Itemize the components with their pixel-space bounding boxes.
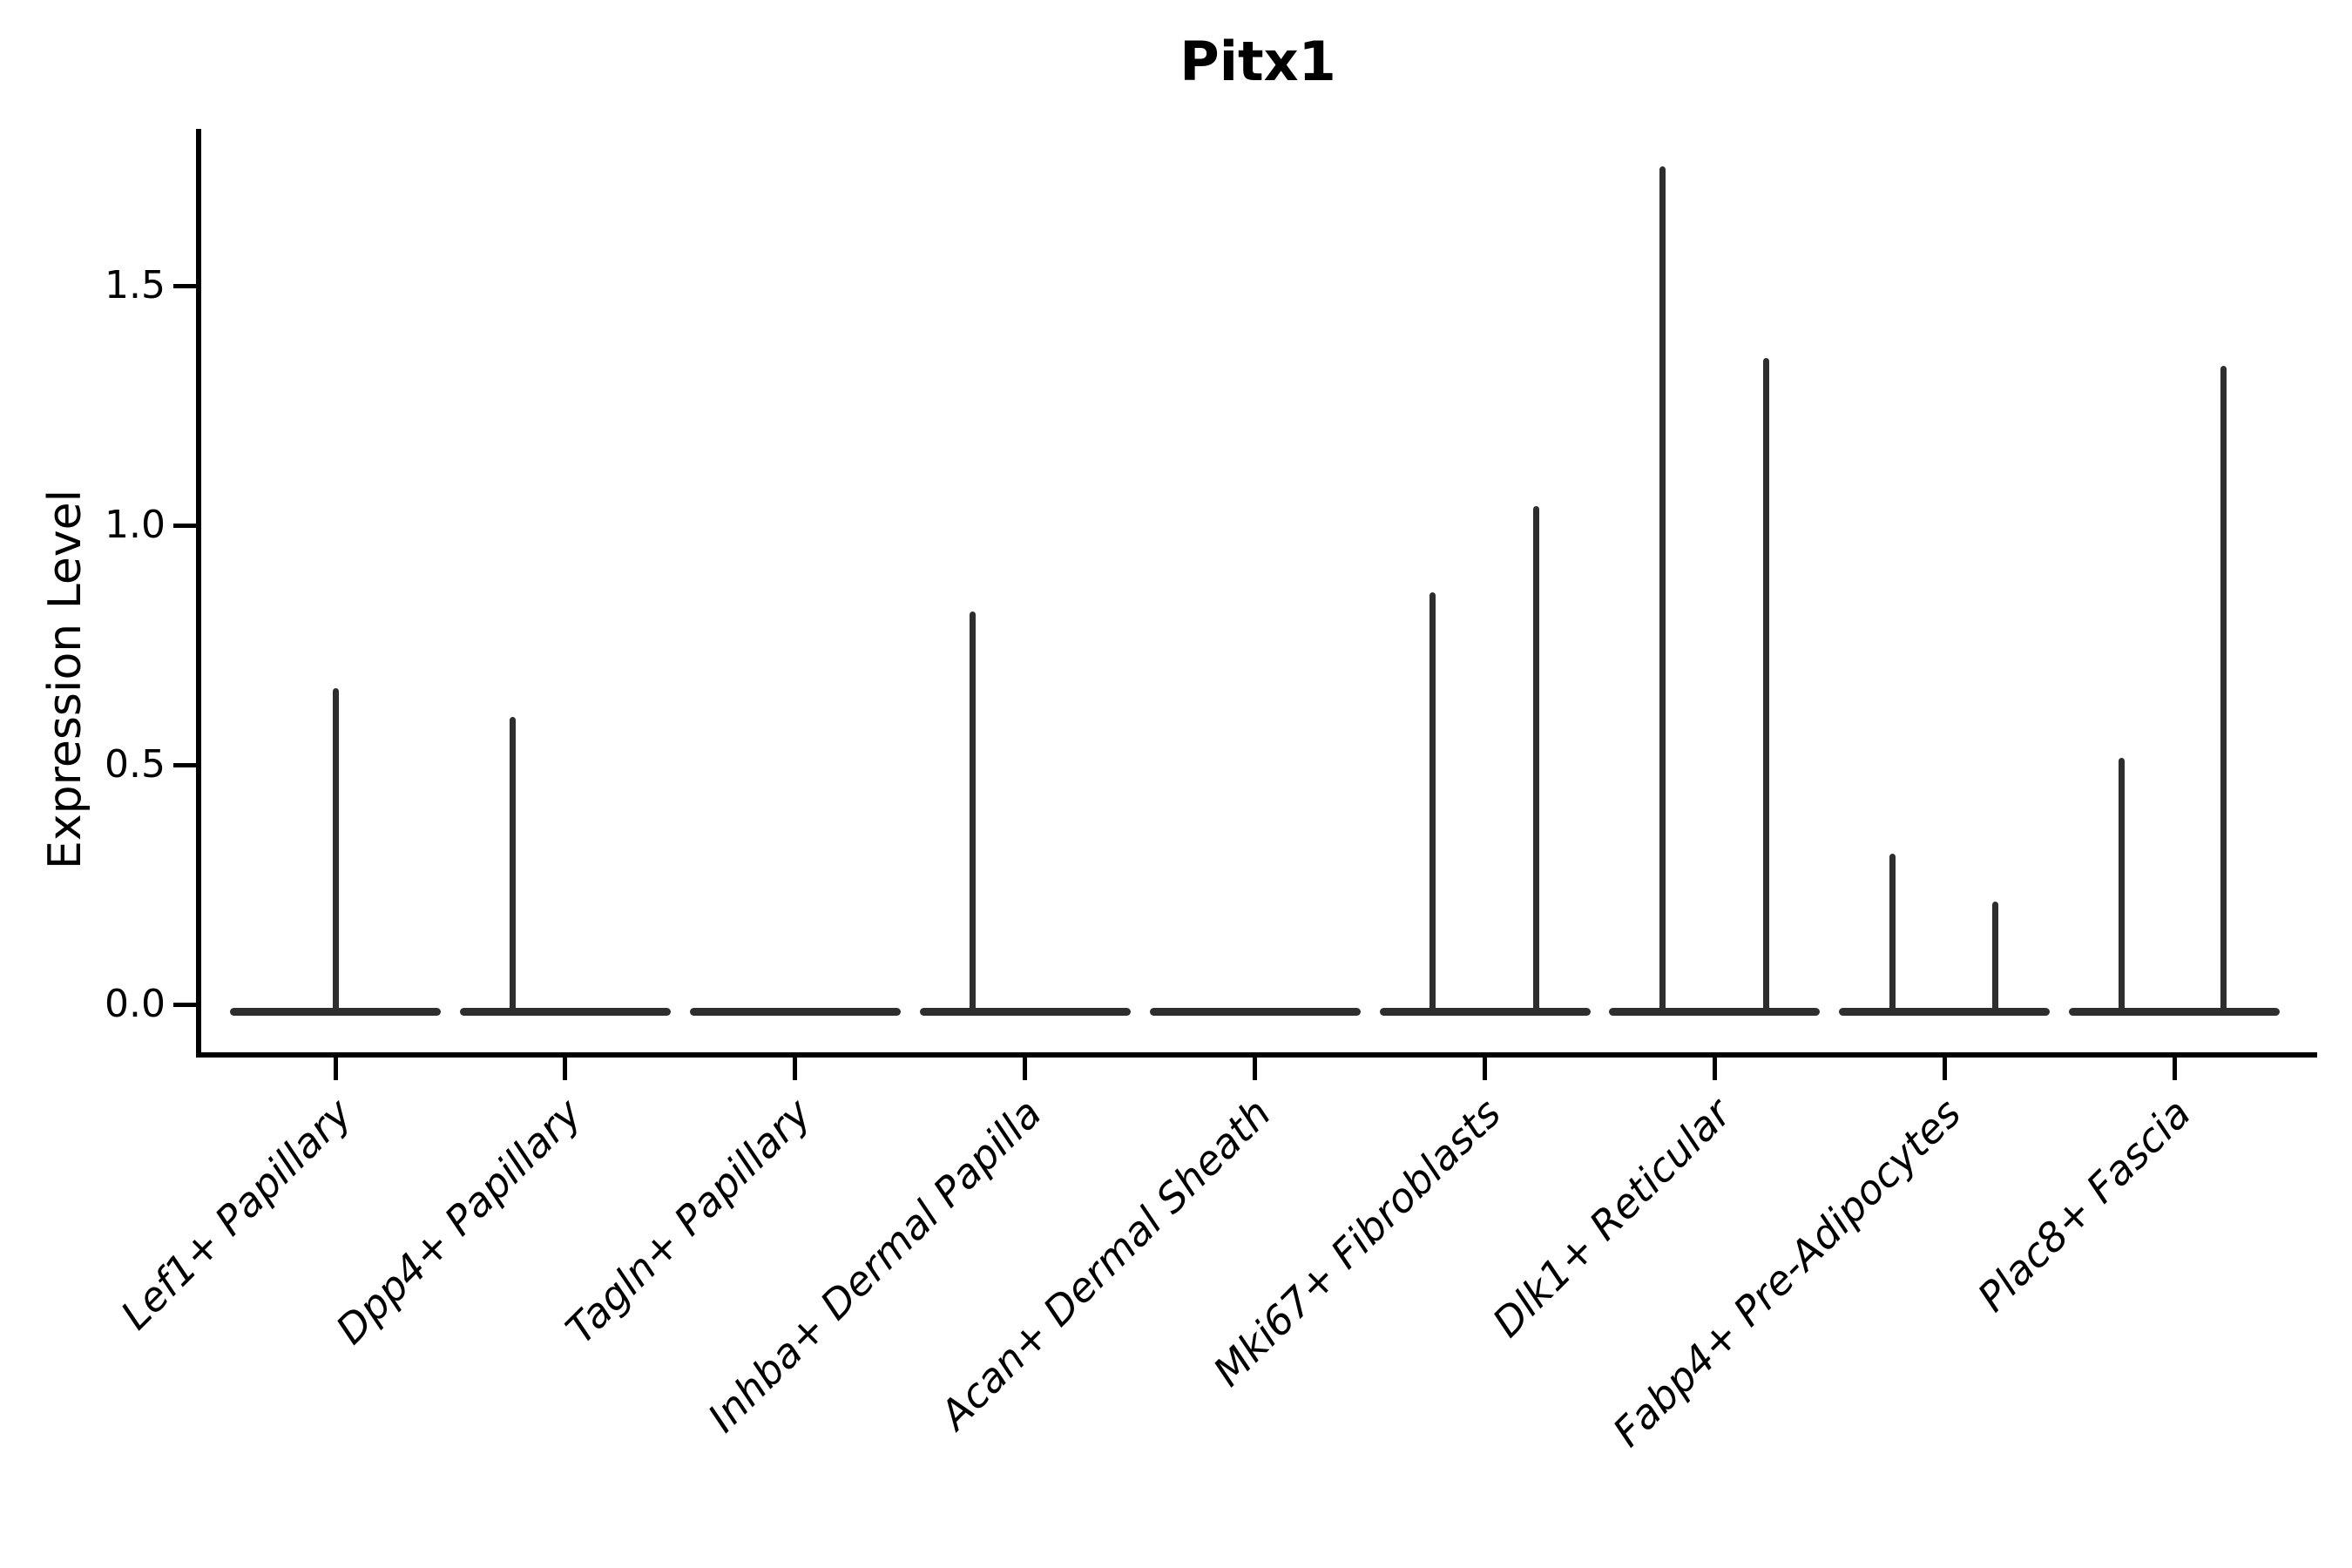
y-axis-spine bbox=[196, 129, 201, 1058]
violin-body bbox=[2069, 1008, 2281, 1016]
violin-spike bbox=[1991, 902, 1998, 1015]
violin-body bbox=[459, 1008, 671, 1016]
violin-spike bbox=[1762, 357, 1769, 1015]
violin-body bbox=[919, 1008, 1131, 1016]
violin-body bbox=[1149, 1008, 1361, 1016]
violin-spike bbox=[332, 688, 339, 1015]
x-tick-label: Plac8+ Fascia bbox=[1968, 1089, 2200, 1321]
y-tick-label: 0.5 bbox=[105, 742, 166, 787]
x-tick bbox=[793, 1058, 798, 1080]
x-tick bbox=[1023, 1058, 1028, 1080]
x-tick-label: Dpp4+ Papillary bbox=[327, 1089, 591, 1354]
violin-spike bbox=[1533, 506, 1539, 1015]
x-tick bbox=[2172, 1058, 2177, 1080]
x-tick bbox=[1942, 1058, 1947, 1080]
x-tick bbox=[1253, 1058, 1258, 1080]
y-tick bbox=[173, 762, 196, 767]
violin-body bbox=[1609, 1008, 1821, 1016]
violin-spike bbox=[510, 717, 517, 1015]
x-tick bbox=[1483, 1058, 1487, 1080]
y-tick bbox=[173, 1002, 196, 1007]
x-tick-label: Lef1+ Papillary bbox=[111, 1089, 361, 1339]
violin-spike bbox=[2118, 757, 2125, 1015]
x-tick bbox=[563, 1058, 568, 1080]
violin-body bbox=[689, 1008, 901, 1016]
x-axis-spine bbox=[196, 1052, 2317, 1058]
violin-spike bbox=[1889, 853, 1896, 1015]
violin-spike bbox=[1429, 592, 1436, 1015]
y-tick bbox=[173, 523, 196, 528]
y-tick-label: 1.5 bbox=[105, 263, 166, 308]
violin-spike bbox=[2220, 365, 2227, 1015]
y-tick-label: 0.0 bbox=[105, 982, 166, 1026]
violin-spike bbox=[1659, 166, 1666, 1015]
y-tick-label: 1.0 bbox=[105, 503, 166, 547]
x-tick bbox=[1712, 1058, 1717, 1080]
x-tick-label: Tagln+ Papillary bbox=[557, 1089, 821, 1353]
violin-spike bbox=[970, 612, 977, 1015]
violin-body bbox=[1839, 1008, 2051, 1016]
plot-title: Pitx1 bbox=[1179, 30, 1336, 93]
violin-body bbox=[1379, 1008, 1591, 1016]
x-tick bbox=[333, 1058, 338, 1080]
x-tick-label: Dlk1+ Reticular bbox=[1483, 1089, 1740, 1347]
y-tick bbox=[173, 283, 196, 288]
